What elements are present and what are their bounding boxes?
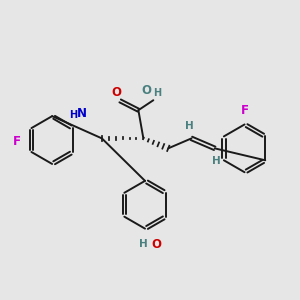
Text: H: H bbox=[69, 110, 77, 120]
Text: O: O bbox=[151, 238, 161, 251]
Text: H: H bbox=[185, 121, 194, 131]
Text: O: O bbox=[141, 84, 151, 97]
Text: H: H bbox=[153, 88, 161, 98]
Text: O: O bbox=[111, 86, 121, 99]
Text: N: N bbox=[77, 107, 87, 120]
Text: H: H bbox=[139, 239, 148, 249]
Text: F: F bbox=[13, 135, 21, 148]
Text: H: H bbox=[212, 156, 221, 166]
Text: F: F bbox=[241, 104, 249, 117]
